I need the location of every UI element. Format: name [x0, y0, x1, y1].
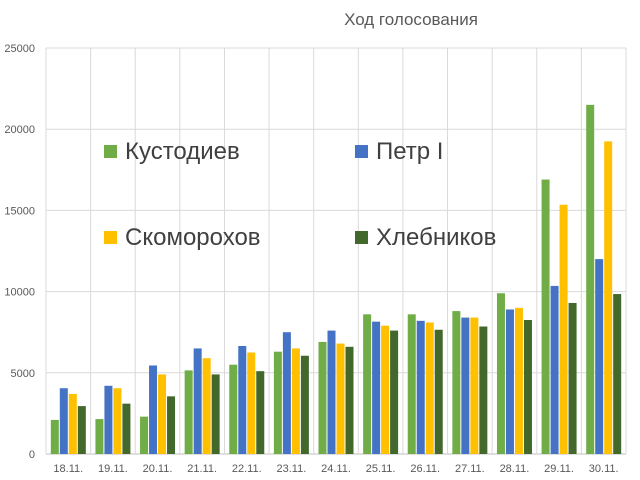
- bar-3-5: [300, 355, 309, 454]
- bar-2-6: [336, 343, 345, 454]
- x-tick-label: 25.11.: [366, 463, 396, 475]
- x-axis-ticks: 18.11. 19.11. 20.11. 21.11. 22.11. 23.11. 24.1…: [53, 463, 618, 475]
- bar-0-5: [273, 351, 282, 454]
- bar-2-8: [425, 322, 434, 454]
- bar-3-8: [434, 329, 443, 454]
- x-tick-label: 23.11.: [276, 463, 306, 475]
- chart-title: Ход голосования: [344, 10, 478, 29]
- x-tick-label: 20.11.: [143, 463, 173, 475]
- x-tick-label: 27.11.: [455, 463, 485, 475]
- y-tick-label: 10000: [4, 287, 35, 299]
- chart-bars: [50, 104, 622, 454]
- bar-2-11: [559, 204, 568, 454]
- bar-1-1: [104, 385, 113, 454]
- bar-0-2: [140, 416, 149, 454]
- y-tick-label: 15000: [4, 205, 35, 217]
- bar-0-1: [95, 419, 104, 454]
- legend-swatch: [104, 231, 117, 244]
- bar-1-6: [327, 330, 336, 454]
- x-tick-label: 22.11.: [232, 463, 262, 475]
- bar-2-12: [604, 141, 613, 454]
- x-tick-label: 24.11.: [321, 463, 351, 475]
- x-tick-label: 30.11.: [589, 463, 619, 475]
- bar-2-10: [514, 307, 523, 454]
- bar-1-10: [505, 309, 514, 454]
- bar-3-11: [568, 302, 577, 454]
- x-tick-label: 21.11.: [187, 463, 217, 475]
- bar-1-9: [461, 317, 470, 454]
- bar-1-11: [550, 285, 559, 454]
- bar-3-9: [479, 326, 488, 454]
- legend-label: Хлебников: [376, 224, 496, 251]
- y-tick-label: 5000: [11, 368, 35, 380]
- bar-3-6: [345, 346, 354, 454]
- bar-1-8: [416, 320, 425, 454]
- x-tick-label: 26.11.: [410, 463, 440, 475]
- x-tick-label: 18.11.: [53, 463, 83, 475]
- bar-0-8: [407, 314, 416, 454]
- bar-2-1: [113, 388, 122, 454]
- bar-2-3: [202, 358, 211, 454]
- chart-legend: Кустодиев Петр I Скоморохов Хлебников: [104, 138, 496, 251]
- y-axis-ticks: 0 5000 10000 15000 20000 25000: [4, 43, 35, 461]
- bar-1-12: [595, 259, 604, 454]
- bar-3-12: [613, 294, 622, 454]
- bar-1-2: [149, 365, 158, 454]
- y-tick-label: 20000: [4, 124, 35, 136]
- bar-0-11: [541, 179, 550, 454]
- bar-1-7: [372, 321, 381, 454]
- legend-label: Петр I: [376, 138, 443, 165]
- bar-2-2: [158, 374, 167, 454]
- bar-3-3: [211, 374, 220, 454]
- bar-2-0: [68, 393, 77, 454]
- bar-1-3: [193, 348, 202, 454]
- legend-swatch: [355, 231, 368, 244]
- bar-3-2: [167, 396, 176, 454]
- bar-2-5: [291, 348, 300, 454]
- bar-0-12: [586, 104, 595, 454]
- bar-3-4: [256, 371, 265, 454]
- bar-3-10: [523, 320, 532, 454]
- legend-label: Кустодиев: [125, 138, 240, 165]
- x-tick-label: 28.11.: [500, 463, 530, 475]
- bar-3-0: [77, 406, 86, 454]
- legend-swatch: [355, 145, 368, 158]
- x-tick-label: 19.11.: [98, 463, 128, 475]
- bar-2-9: [470, 317, 479, 454]
- bar-2-4: [247, 352, 256, 454]
- bar-0-6: [318, 341, 327, 454]
- bar-0-4: [229, 364, 238, 454]
- legend-swatch: [104, 145, 117, 158]
- bar-3-7: [390, 330, 399, 454]
- bar-0-3: [184, 370, 193, 454]
- bar-0-7: [363, 314, 372, 454]
- y-tick-label: 0: [29, 449, 35, 461]
- chart-grid: [45, 47, 627, 455]
- bar-0-10: [496, 293, 505, 454]
- bar-1-4: [238, 346, 247, 454]
- bar-0-0: [50, 419, 59, 454]
- legend-label: Скоморохов: [125, 224, 261, 251]
- bar-1-5: [282, 332, 291, 454]
- x-tick-label: 29.11.: [544, 463, 574, 475]
- bar-2-7: [381, 325, 390, 454]
- bar-3-1: [122, 403, 131, 454]
- y-tick-label: 25000: [4, 43, 35, 55]
- bar-1-0: [59, 388, 68, 454]
- bar-0-9: [452, 311, 461, 454]
